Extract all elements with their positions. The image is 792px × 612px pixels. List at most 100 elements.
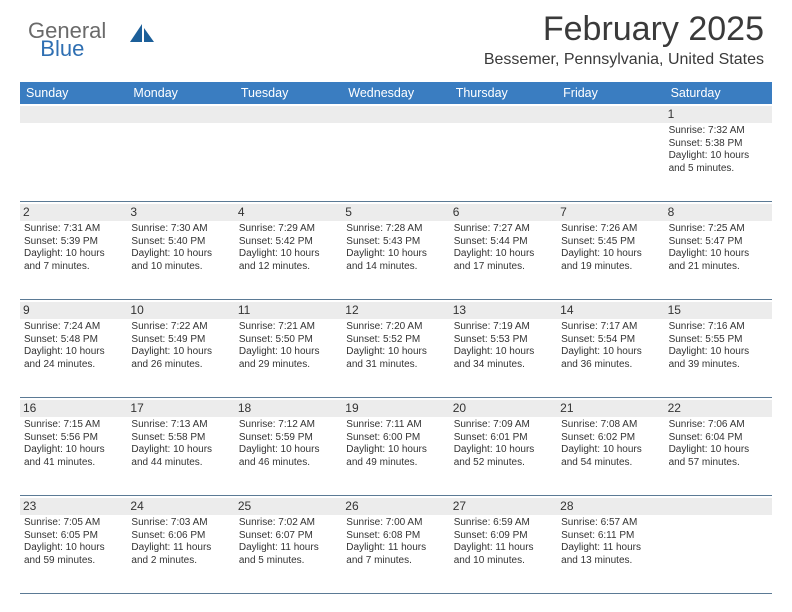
cell-text-line: Sunrise: 7:08 AM: [561, 419, 660, 432]
day-number: 8: [665, 204, 772, 221]
weekday-header-row: SundayMondayTuesdayWednesdayThursdayFrid…: [20, 82, 772, 104]
calendar-cell: 21Sunrise: 7:08 AMSunset: 6:02 PMDayligh…: [557, 398, 664, 496]
cell-text-line: Daylight: 11 hours: [239, 542, 338, 555]
cell-text-line: and 7 minutes.: [346, 555, 445, 568]
cell-text-line: Sunset: 6:07 PM: [239, 530, 338, 543]
header: General Blue February 2025 Bessemer, Pen…: [0, 0, 792, 82]
day-number: 26: [342, 498, 449, 515]
cell-text-line: Daylight: 10 hours: [669, 150, 768, 163]
day-number: [342, 106, 449, 123]
calendar-cell: 12Sunrise: 7:20 AMSunset: 5:52 PMDayligh…: [342, 300, 449, 398]
cell-text-line: Sunrise: 7:16 AM: [669, 321, 768, 334]
cell-text-line: Daylight: 10 hours: [346, 444, 445, 457]
day-number: 3: [127, 204, 234, 221]
calendar-cell: [235, 104, 342, 202]
day-number: [450, 106, 557, 123]
calendar-cell: 9Sunrise: 7:24 AMSunset: 5:48 PMDaylight…: [20, 300, 127, 398]
cell-text-line: Sunset: 6:06 PM: [131, 530, 230, 543]
cell-text-line: and 39 minutes.: [669, 359, 768, 372]
weekday-header: Tuesday: [235, 82, 342, 104]
cell-text-line: Sunrise: 7:12 AM: [239, 419, 338, 432]
cell-text-line: Sunrise: 7:06 AM: [669, 419, 768, 432]
cell-text-line: Sunset: 5:50 PM: [239, 334, 338, 347]
day-number: 2: [20, 204, 127, 221]
calendar-cell: 20Sunrise: 7:09 AMSunset: 6:01 PMDayligh…: [450, 398, 557, 496]
cell-text-line: Sunset: 6:09 PM: [454, 530, 553, 543]
title-block: February 2025 Bessemer, Pennsylvania, Un…: [484, 10, 764, 69]
cell-text-line: Sunset: 5:59 PM: [239, 432, 338, 445]
day-number: [665, 498, 772, 515]
cell-text-line: Daylight: 10 hours: [669, 444, 768, 457]
day-number: 20: [450, 400, 557, 417]
cell-text-line: and 49 minutes.: [346, 457, 445, 470]
cell-text-line: Sunrise: 7:29 AM: [239, 223, 338, 236]
cell-text-line: and 54 minutes.: [561, 457, 660, 470]
day-number: 13: [450, 302, 557, 319]
calendar-cell: [20, 104, 127, 202]
day-number: 28: [557, 498, 664, 515]
cell-text-line: Sunrise: 7:17 AM: [561, 321, 660, 334]
cell-text-line: Daylight: 10 hours: [131, 248, 230, 261]
day-number: [20, 106, 127, 123]
cell-text-line: and 10 minutes.: [131, 261, 230, 274]
day-number: 16: [20, 400, 127, 417]
cell-text-line: Sunset: 5:54 PM: [561, 334, 660, 347]
cell-text-line: Sunrise: 7:24 AM: [24, 321, 123, 334]
cell-text-line: Daylight: 11 hours: [131, 542, 230, 555]
cell-text-line: Sunrise: 7:22 AM: [131, 321, 230, 334]
cell-text-line: and 26 minutes.: [131, 359, 230, 372]
cell-text-line: and 59 minutes.: [24, 555, 123, 568]
cell-text-line: and 21 minutes.: [669, 261, 768, 274]
cell-text-line: Daylight: 10 hours: [346, 248, 445, 261]
day-number: [557, 106, 664, 123]
cell-text-line: and 13 minutes.: [561, 555, 660, 568]
calendar-cell: 19Sunrise: 7:11 AMSunset: 6:00 PMDayligh…: [342, 398, 449, 496]
cell-text-line: Sunset: 5:43 PM: [346, 236, 445, 249]
cell-text-line: Daylight: 10 hours: [24, 346, 123, 359]
calendar-cell: [665, 496, 772, 594]
calendar-cell: 24Sunrise: 7:03 AMSunset: 6:06 PMDayligh…: [127, 496, 234, 594]
cell-text-line: Daylight: 10 hours: [561, 248, 660, 261]
location-text: Bessemer, Pennsylvania, United States: [484, 51, 764, 69]
day-number: [127, 106, 234, 123]
cell-text-line: Daylight: 10 hours: [239, 346, 338, 359]
day-number: 10: [127, 302, 234, 319]
weekday-header: Friday: [557, 82, 664, 104]
cell-text-line: Daylight: 10 hours: [454, 346, 553, 359]
cell-text-line: Sunrise: 7:31 AM: [24, 223, 123, 236]
cell-text-line: Sunset: 6:02 PM: [561, 432, 660, 445]
cell-text-line: Sunset: 6:01 PM: [454, 432, 553, 445]
cell-text-line: and 44 minutes.: [131, 457, 230, 470]
cell-text-line: Sunrise: 7:03 AM: [131, 517, 230, 530]
cell-text-line: Sunrise: 7:02 AM: [239, 517, 338, 530]
cell-text-line: Sunset: 5:55 PM: [669, 334, 768, 347]
weekday-header: Sunday: [20, 82, 127, 104]
day-number: 15: [665, 302, 772, 319]
cell-text-line: and 19 minutes.: [561, 261, 660, 274]
cell-text-line: Sunset: 5:42 PM: [239, 236, 338, 249]
cell-text-line: and 5 minutes.: [669, 163, 768, 176]
cell-text-line: Daylight: 10 hours: [561, 346, 660, 359]
cell-text-line: Sunrise: 7:19 AM: [454, 321, 553, 334]
cell-text-line: Sunset: 5:40 PM: [131, 236, 230, 249]
cell-text-line: Sunset: 6:05 PM: [24, 530, 123, 543]
cell-text-line: Sunrise: 7:11 AM: [346, 419, 445, 432]
calendar-cell: 15Sunrise: 7:16 AMSunset: 5:55 PMDayligh…: [665, 300, 772, 398]
calendar-cell: 3Sunrise: 7:30 AMSunset: 5:40 PMDaylight…: [127, 202, 234, 300]
cell-text-line: Sunrise: 7:05 AM: [24, 517, 123, 530]
calendar-cell: 11Sunrise: 7:21 AMSunset: 5:50 PMDayligh…: [235, 300, 342, 398]
cell-text-line: and 36 minutes.: [561, 359, 660, 372]
cell-text-line: Sunset: 6:11 PM: [561, 530, 660, 543]
calendar-cell: 2Sunrise: 7:31 AMSunset: 5:39 PMDaylight…: [20, 202, 127, 300]
cell-text-line: Sunrise: 6:57 AM: [561, 517, 660, 530]
cell-text-line: Daylight: 10 hours: [239, 248, 338, 261]
weekday-header: Wednesday: [342, 82, 449, 104]
cell-text-line: Sunrise: 7:15 AM: [24, 419, 123, 432]
day-number: 1: [665, 106, 772, 123]
cell-text-line: Sunrise: 7:13 AM: [131, 419, 230, 432]
calendar-cell: [557, 104, 664, 202]
day-number: 22: [665, 400, 772, 417]
logo: General Blue: [28, 18, 150, 44]
sail-icon: [128, 22, 156, 49]
cell-text-line: Sunset: 5:38 PM: [669, 138, 768, 151]
